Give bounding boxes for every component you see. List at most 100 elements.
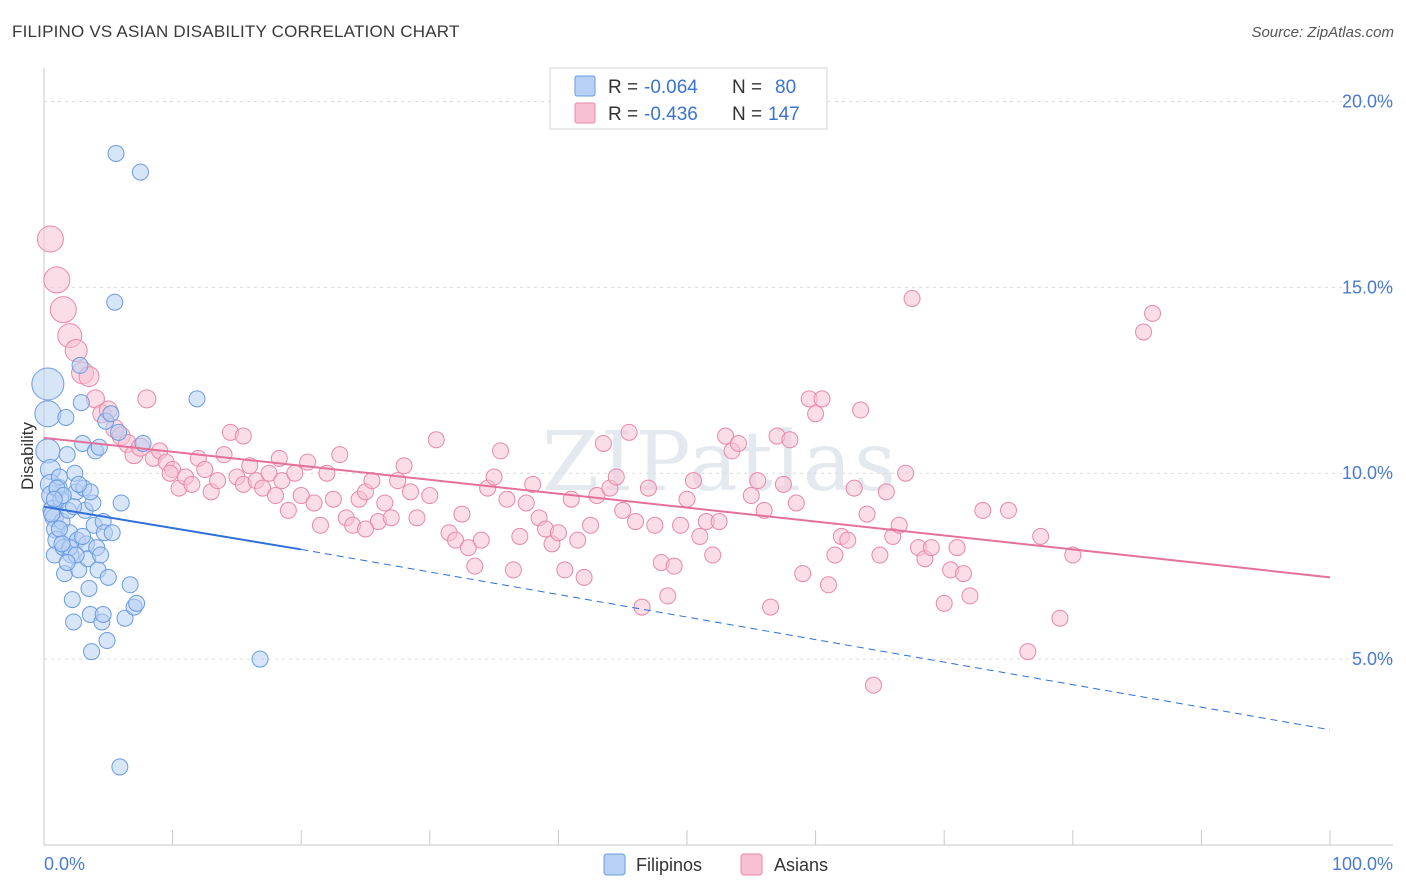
asians-point-149: [161, 464, 179, 482]
asians-point-103: [717, 427, 735, 445]
filipinos-point-23: [65, 613, 83, 631]
filipinos-point-69: [74, 527, 92, 545]
x-axis-ticks: [43, 830, 1331, 845]
asians-point-94: [659, 587, 677, 605]
asians-point-67: [485, 468, 503, 486]
asians-point-117: [813, 390, 831, 408]
legend-swatch-filipinos: [574, 75, 596, 97]
y-axis-label: Disability: [18, 421, 37, 490]
asians-point-27: [215, 446, 233, 464]
x-tick-label-min: 0.0%: [44, 854, 85, 874]
filipinos-point-56: [112, 494, 130, 512]
asians-point-80: [569, 531, 587, 549]
asians-point-112: [781, 431, 799, 449]
asians-point-70: [504, 561, 522, 579]
asians-point-105: [729, 434, 747, 452]
filipinos-point-22: [63, 591, 81, 609]
asians-point-111: [774, 475, 792, 493]
asians-point-33: [254, 479, 272, 497]
bottom-legend-label-asians: Asians: [774, 855, 828, 875]
filipinos-point-58: [121, 576, 139, 594]
asians-point-1: [43, 266, 71, 294]
filipinos-point-61: [131, 163, 149, 181]
asians-point-89: [627, 513, 645, 531]
asians-point-38: [286, 464, 304, 482]
asians-point-146: [1135, 323, 1153, 341]
asians-point-95: [665, 557, 683, 575]
asians-point-139: [961, 587, 979, 605]
asians-point-53: [382, 509, 400, 527]
asians-point-106: [742, 487, 760, 505]
asians-point-109: [762, 598, 780, 616]
asians-point-96: [672, 516, 690, 534]
series-asians: [36, 225, 1162, 694]
bottom-legend-label-filipinos: Filipinos: [636, 855, 702, 875]
asians-point-84: [594, 434, 612, 452]
filipinos-point-50: [99, 568, 117, 586]
asians-point-145: [1064, 546, 1082, 564]
filipinos-point-44: [92, 546, 110, 564]
filipinos-trendline: [43, 505, 302, 551]
series-filipinos: [31, 145, 269, 776]
legend-n-value-asians: 147: [768, 104, 800, 125]
asians-point-119: [826, 546, 844, 564]
filipinos-point-77: [43, 505, 61, 523]
filipinos-point-28: [71, 356, 89, 374]
filipinos-trendline-extension: [301, 548, 1331, 731]
filipinos-point-57: [116, 609, 134, 627]
asians-point-142: [1019, 643, 1037, 661]
asians-point-45: [331, 446, 349, 464]
legend-n-label-asians: N =: [732, 104, 762, 125]
filipinos-point-76: [58, 553, 76, 571]
asians-point-113: [787, 494, 805, 512]
asians-point-101: [704, 546, 722, 564]
filipinos-point-66: [45, 490, 63, 508]
filipinos-point-73: [94, 606, 112, 624]
legend-r-value-filipinos: -0.064: [644, 77, 698, 98]
asians-point-102: [710, 513, 728, 531]
y-tick-labels: 5.0% 10.0% 15.0% 20.0%: [1342, 91, 1393, 669]
asians-point-114: [794, 565, 812, 583]
y-tick-label-2: 15.0%: [1342, 277, 1393, 297]
asians-point-130: [897, 464, 915, 482]
asians-point-97: [678, 490, 696, 508]
asians-point-140: [974, 501, 992, 519]
asians-point-126: [871, 546, 889, 564]
filipinos-point-60: [128, 594, 146, 612]
filipinos-point-35: [80, 579, 98, 597]
filipinos-point-53: [106, 293, 124, 311]
svg-text:R =: R =: [608, 77, 638, 98]
asians-point-131: [903, 289, 921, 307]
asians-point-24: [196, 461, 214, 479]
asians-point-65: [472, 531, 490, 549]
asians-point-135: [935, 594, 953, 612]
asians-point-61: [447, 531, 465, 549]
chart-title: FILIPINO VS ASIAN DISABILITY CORRELATION…: [12, 22, 460, 41]
asians-trendline: [43, 436, 1331, 579]
asians-point-123: [852, 401, 870, 419]
x-tick-label-max: 100.0%: [1332, 854, 1393, 874]
asians-point-77: [549, 524, 567, 542]
asians-point-107: [749, 472, 767, 490]
asians-point-39: [292, 487, 310, 505]
asians-point-56: [402, 483, 420, 501]
filipinos-point-79: [70, 475, 88, 493]
asians-point-143: [1032, 527, 1050, 545]
asians-point-151: [357, 520, 374, 538]
filipinos-point-17: [57, 408, 75, 426]
asians-point-147: [1144, 304, 1162, 322]
legend-r-label-filipinos: R =: [608, 77, 638, 98]
asians-point-92: [646, 516, 664, 534]
filipinos-point-55: [110, 423, 128, 441]
filipinos-point-1: [34, 400, 62, 428]
asians-point-88: [620, 423, 638, 441]
asians-point-36: [273, 472, 291, 490]
bottom-legend-swatch-filipinos: [603, 853, 626, 876]
asians-point-58: [421, 487, 439, 505]
asians-point-63: [459, 539, 477, 557]
asians-point-108: [755, 501, 773, 519]
asians-point-87: [614, 501, 632, 519]
asians-point-138: [954, 565, 972, 583]
asians-point-90: [633, 598, 651, 616]
